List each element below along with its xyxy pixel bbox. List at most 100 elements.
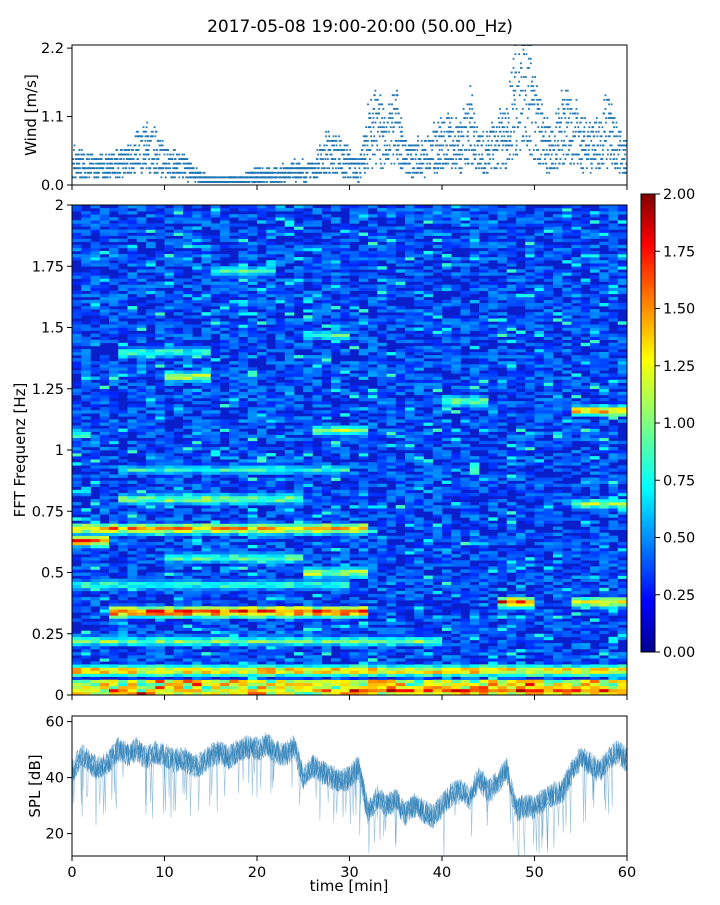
spectrogram-cell (155, 677, 165, 680)
spectrogram-cell (137, 355, 147, 358)
spectrogram-cell (211, 484, 221, 487)
spectrogram-cell (81, 563, 91, 566)
wind-point (392, 117, 394, 119)
spectrogram-cell (146, 401, 156, 404)
spectrogram-cell (239, 328, 249, 331)
spectrogram-cell (192, 622, 202, 625)
wind-point (401, 126, 403, 128)
spectrogram-cell (211, 628, 221, 631)
spectrogram-cell (91, 263, 101, 266)
wind-point (619, 167, 621, 169)
wind-point (185, 163, 187, 165)
spectrogram-cell (100, 413, 110, 416)
spectrogram-cell (81, 652, 91, 655)
spectrogram-cell (72, 444, 82, 447)
wind-point (342, 176, 344, 178)
wind-point (349, 167, 351, 169)
spectrogram-cell (229, 579, 239, 582)
spectrogram-cell (155, 309, 165, 312)
spectrogram-cell (128, 407, 138, 410)
wind-point (461, 149, 463, 151)
spectrogram-cell (183, 683, 193, 686)
spectrogram-cell (220, 239, 230, 242)
spectrogram-cell (192, 600, 202, 603)
spectrogram-cell (211, 272, 221, 275)
spectrogram-cell (174, 637, 184, 640)
wind-point (379, 126, 381, 128)
spectrogram-cell (155, 438, 165, 441)
spectrogram-cell (165, 615, 175, 618)
spectrogram-cell (174, 655, 184, 658)
wind-point (141, 172, 143, 174)
spectrogram-cell (239, 321, 249, 324)
spectrogram-cell (81, 395, 91, 398)
wind-point (356, 172, 358, 174)
wind-point (498, 122, 500, 124)
wind-point (619, 172, 621, 174)
spectrogram-cell (183, 548, 193, 551)
spectrogram-cell (229, 453, 239, 456)
wind-point (133, 167, 135, 169)
wind-point (94, 167, 96, 169)
wind-point (445, 163, 447, 165)
spectrogram-cell (146, 582, 156, 585)
spectrogram-cell (183, 435, 193, 438)
spectrogram-cell (128, 291, 138, 294)
spectrogram-cell (137, 447, 147, 450)
spectrogram-cell (202, 667, 212, 670)
spectrogram-cell (128, 429, 138, 432)
wind-point (436, 140, 438, 142)
wind-point (360, 172, 362, 174)
wind-point (255, 172, 257, 174)
spectrogram-cell (146, 637, 156, 640)
spectrogram-cell (239, 230, 249, 233)
spectrogram-cell (192, 429, 202, 432)
wind-point (88, 176, 90, 178)
spectrogram-cell (183, 652, 193, 655)
spectrogram-cell (192, 536, 202, 539)
spectrogram-cell (220, 579, 230, 582)
wind-point (566, 154, 568, 156)
wind-point (146, 126, 148, 128)
wind-point (523, 76, 525, 78)
spectrogram-cell (146, 674, 156, 677)
spectrogram-cell (183, 230, 193, 233)
spectrogram-cell (229, 548, 239, 551)
spectrogram-cell (128, 508, 138, 511)
spectrogram-cell (165, 643, 175, 646)
wind-point (595, 167, 597, 169)
spectrogram-cell (229, 324, 239, 327)
wind-point (411, 149, 413, 151)
spectrogram-cell (137, 465, 147, 468)
spectrogram-cell (91, 560, 101, 563)
wind-point (439, 145, 441, 147)
spectrogram-cell (174, 346, 184, 349)
wind-point (384, 163, 386, 165)
wind-point (276, 176, 278, 178)
spectrogram-cell (91, 484, 101, 487)
wind-point (143, 145, 145, 147)
wind-point (458, 131, 460, 133)
wind-point (415, 154, 417, 156)
spectrogram-cell (229, 386, 239, 389)
wind-point (181, 154, 183, 156)
spectrogram-cell (155, 432, 165, 435)
wind-point (367, 167, 369, 169)
spectrogram-cell (128, 628, 138, 631)
wind-point (513, 67, 515, 69)
spectrogram-cell (183, 499, 193, 502)
spectrogram-cell (100, 683, 110, 686)
wind-point (434, 163, 436, 165)
spectrogram-cell (155, 441, 165, 444)
spectrogram-cell (174, 404, 184, 407)
spectrogram-cell (81, 490, 91, 493)
spectrogram-cell (165, 622, 175, 625)
spectrogram-cell (137, 597, 147, 600)
spectrogram-cell (100, 364, 110, 367)
spectrogram-cell (211, 291, 221, 294)
spectrogram-cell (183, 475, 193, 478)
spectrogram-cell (229, 346, 239, 349)
spectrogram-cell (183, 233, 193, 236)
wind-point (420, 154, 422, 156)
spectrogram-cell (229, 370, 239, 373)
